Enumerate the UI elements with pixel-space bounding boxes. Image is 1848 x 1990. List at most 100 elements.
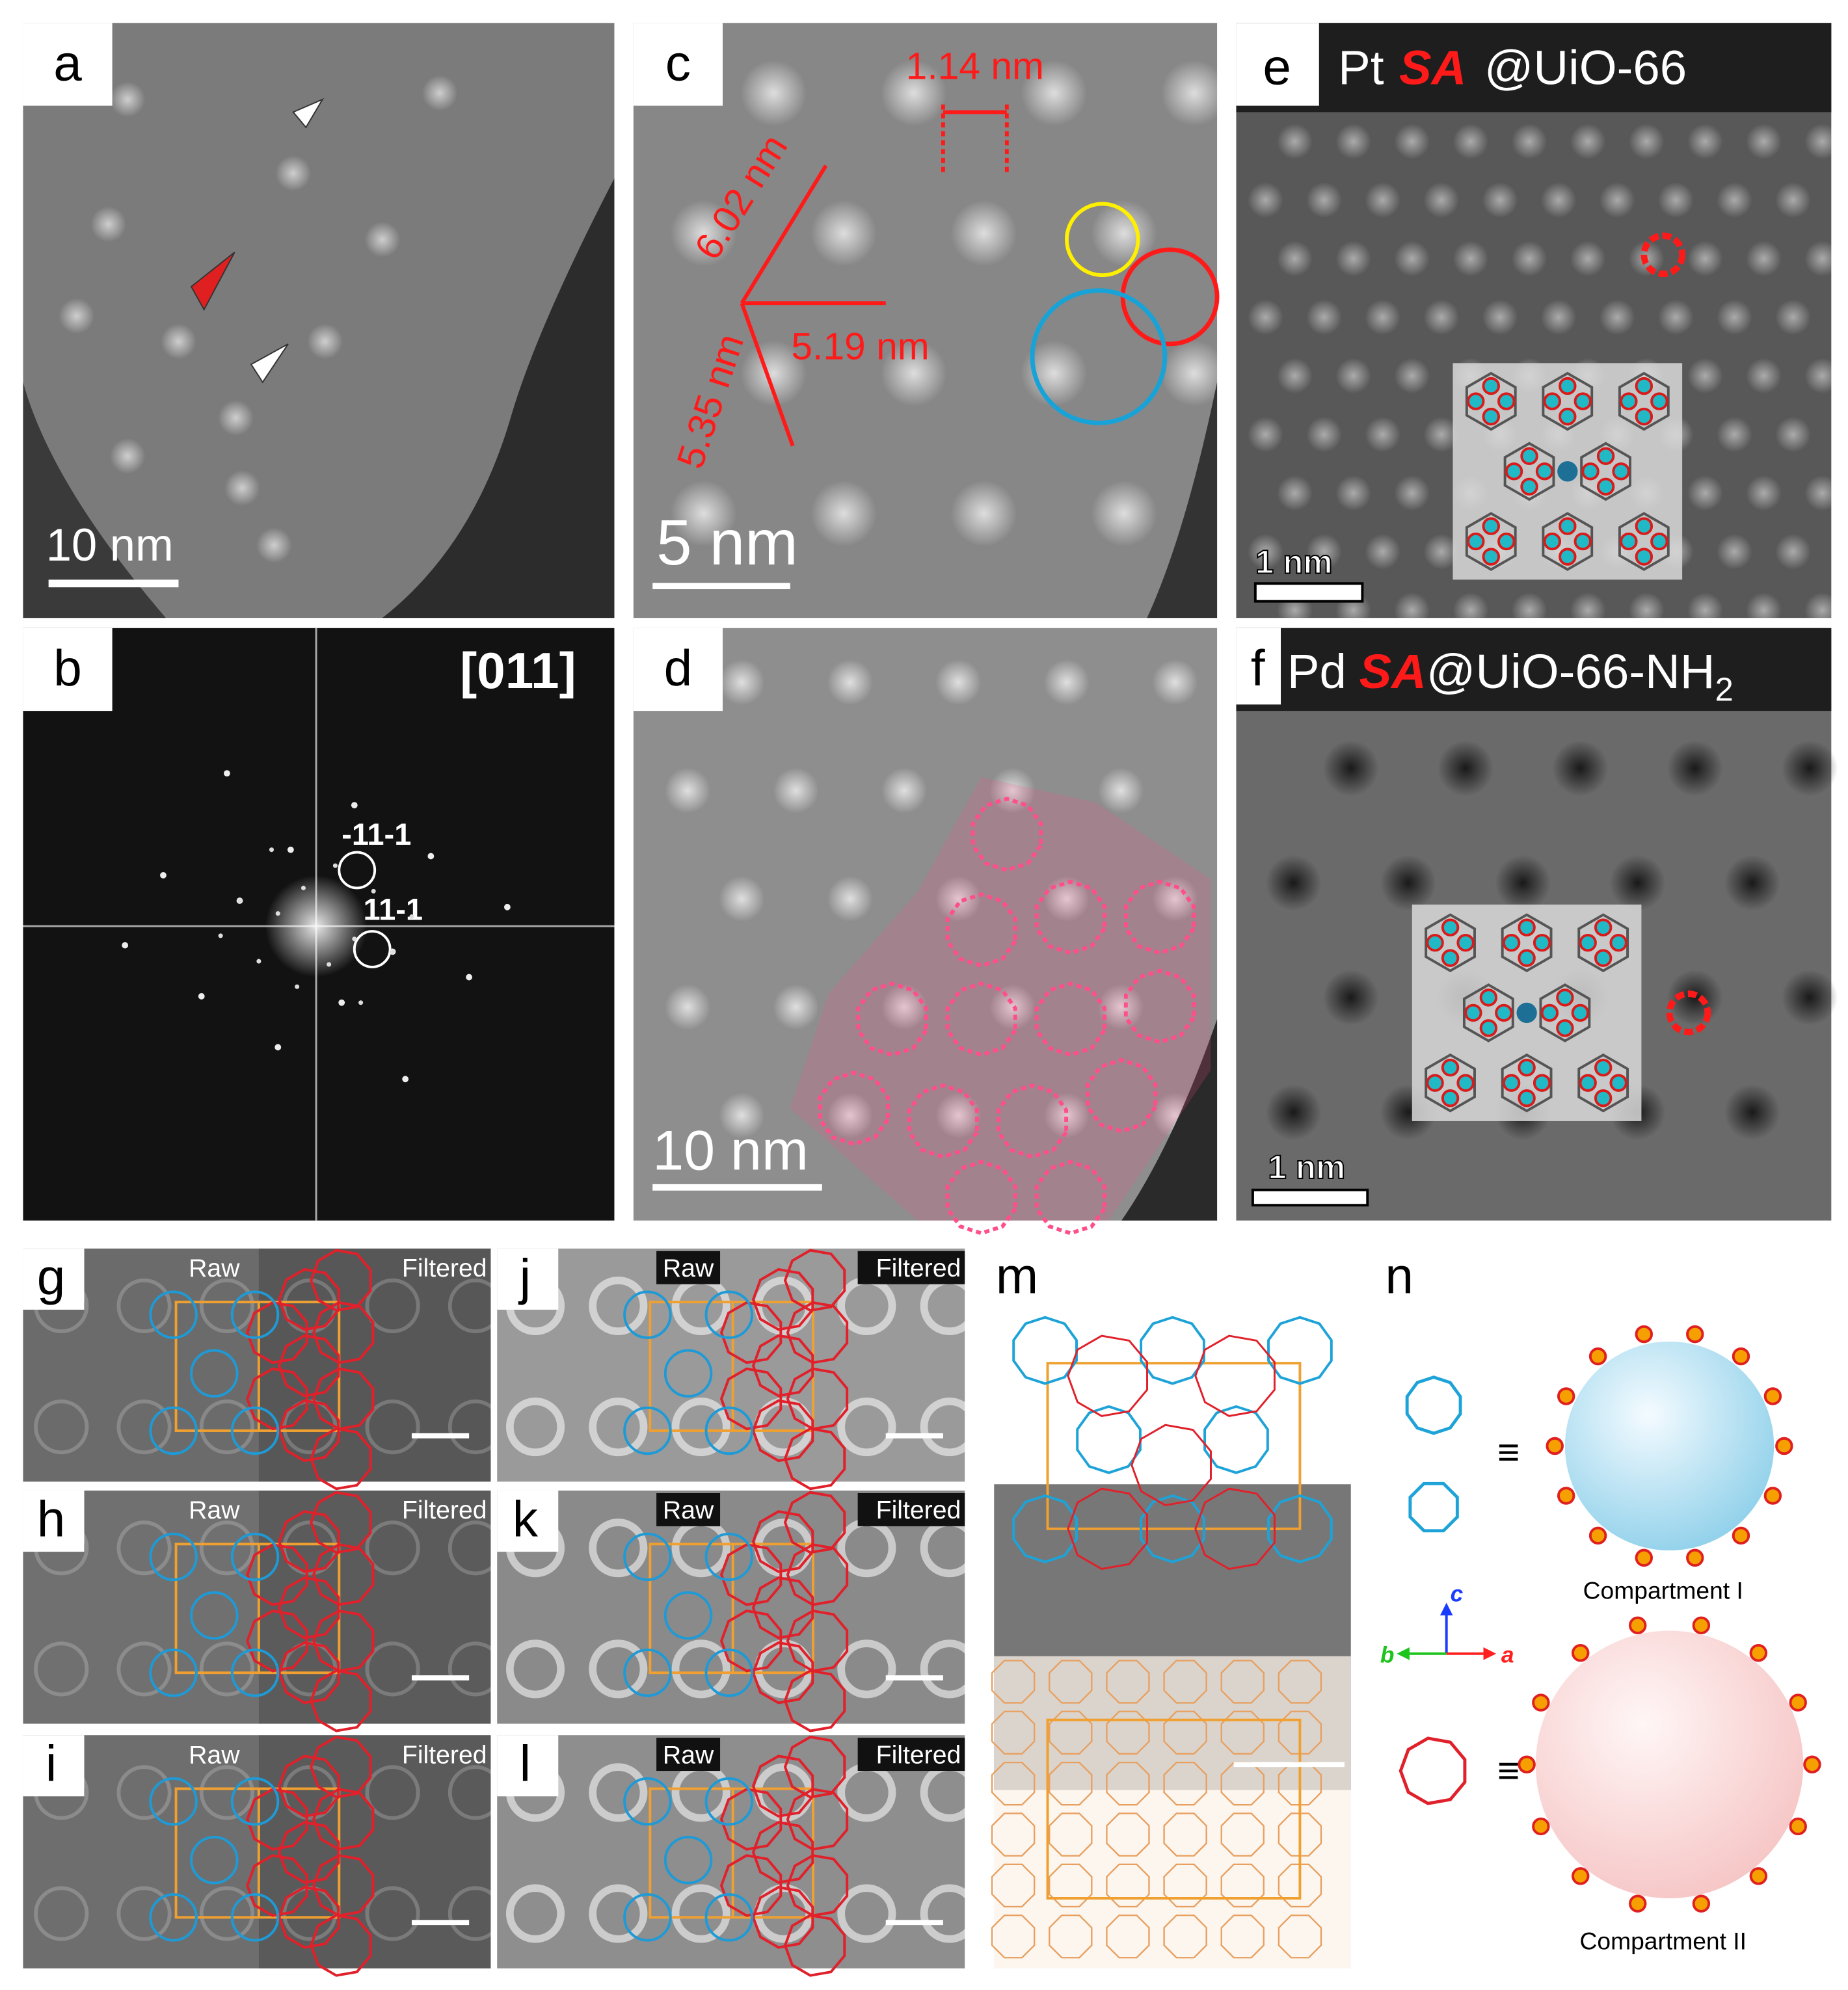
- texture-dot: [1394, 241, 1430, 277]
- texture-dot: [740, 340, 807, 406]
- particle: [275, 155, 312, 191]
- texture-dot: [1511, 241, 1547, 277]
- filtered-label: Filtered: [876, 1741, 961, 1769]
- pore-circle: [623, 1648, 672, 1697]
- label-box: [23, 1248, 85, 1310]
- panel-label: e: [1263, 38, 1291, 95]
- texture-dot: [773, 767, 819, 814]
- pore-octagon: [246, 1301, 308, 1364]
- cluster: [1635, 1548, 1654, 1567]
- raw-label: Raw: [189, 1496, 240, 1524]
- pore-octagon: [278, 1641, 340, 1705]
- texture-dot: [1335, 358, 1372, 394]
- filtered-half: [258, 1735, 491, 1969]
- framework: [1049, 1915, 1093, 1959]
- panel-title: Pt SA @UiO-66: [1338, 40, 1687, 94]
- pore-octagon: [1012, 1316, 1078, 1385]
- panel-label: l: [520, 1735, 531, 1792]
- cage-icon: [1408, 1481, 1459, 1533]
- diffraction-spot: [122, 942, 129, 949]
- pore-outline: [1123, 968, 1196, 1044]
- texture-dot: [989, 767, 1036, 814]
- compartment-label: Compartment II: [1579, 1927, 1746, 1954]
- panel-c: c 1.14 nm 6.02 nm 5.19 nm 5.35 nm 5 nm: [633, 23, 1227, 618]
- texture-dot: [989, 984, 1036, 1030]
- linker: [1462, 983, 1514, 1042]
- diffraction-spot: [390, 949, 395, 954]
- texture-ring: [34, 1641, 89, 1697]
- pore-circle: [230, 1532, 280, 1582]
- pore-outline: [1086, 1057, 1158, 1134]
- label-box: [633, 23, 723, 106]
- framework: [1278, 1863, 1322, 1908]
- panel-k: k Raw Filtered: [497, 1491, 979, 1732]
- pore-circle: [230, 1406, 280, 1455]
- atom: [1502, 1074, 1521, 1092]
- texture-dot: [1021, 60, 1088, 126]
- diffraction-spot: [402, 1076, 409, 1083]
- arrow-head: [1440, 1602, 1453, 1616]
- pore-outline: [971, 797, 1043, 873]
- atom: [1573, 532, 1592, 551]
- particle: [364, 221, 401, 258]
- panel-label: g: [37, 1248, 66, 1305]
- diffraction-spot: [237, 898, 243, 903]
- label-box: [497, 1491, 559, 1552]
- measure-line: [740, 165, 828, 304]
- texture-dot: [827, 659, 874, 706]
- atom: [1518, 1058, 1536, 1077]
- pore-octagon: [310, 1669, 372, 1732]
- pore-outline: [818, 1070, 890, 1147]
- pore-circle: [1064, 202, 1140, 278]
- texture-dot: [1724, 1084, 1780, 1141]
- cluster: [1789, 1817, 1807, 1836]
- central-beam: [265, 875, 368, 977]
- texture-dot: [1248, 416, 1283, 453]
- texture-ring: [589, 1276, 648, 1336]
- axis-label: b: [1380, 1643, 1395, 1668]
- cluster: [1557, 1487, 1575, 1505]
- texture-dot: [1746, 475, 1782, 511]
- framework: [1163, 1761, 1207, 1806]
- framework: [1049, 1761, 1093, 1806]
- cluster: [1628, 1616, 1647, 1635]
- atom: [1594, 949, 1613, 967]
- texture-ring: [199, 1641, 255, 1697]
- linker: [1501, 913, 1553, 973]
- texture-dot: [827, 1092, 874, 1139]
- panel-label: i: [46, 1735, 57, 1792]
- scale-bar: [1251, 1188, 1369, 1207]
- texture-dot: [1775, 533, 1811, 570]
- texture-dot: [1804, 358, 1841, 394]
- texture-dot: [1657, 299, 1694, 336]
- arrow: [250, 343, 289, 384]
- diffraction-spot: [352, 936, 357, 942]
- texture-dot: [935, 1092, 982, 1139]
- framework: [991, 1761, 1036, 1806]
- pore-octagon: [246, 1788, 308, 1851]
- linker: [1618, 371, 1670, 431]
- panel-label: m: [996, 1247, 1038, 1304]
- texture-dot: [664, 984, 711, 1030]
- texture-ring: [920, 1884, 979, 1943]
- pore-octagon: [310, 1249, 372, 1312]
- framework: [1278, 1660, 1322, 1704]
- atom: [1482, 377, 1500, 395]
- texture-dot: [1628, 592, 1665, 628]
- particle: [307, 323, 343, 360]
- cluster: [1692, 1894, 1711, 1913]
- texture-ring: [671, 1639, 730, 1699]
- scale-label: 10 nm: [46, 519, 174, 570]
- texture-ring: [505, 1884, 565, 1943]
- diffraction-spot: [427, 853, 435, 860]
- pore-octagon: [1076, 1405, 1142, 1474]
- diffraction-spot: [287, 846, 294, 853]
- texture-ring: [365, 1765, 420, 1820]
- raw-label: Raw: [663, 1496, 714, 1524]
- texture-dot: [1804, 124, 1841, 159]
- texture-ring: [34, 1399, 89, 1455]
- linker: [1580, 442, 1631, 501]
- panel-label: b: [53, 639, 82, 696]
- texture-dot: [1570, 124, 1606, 159]
